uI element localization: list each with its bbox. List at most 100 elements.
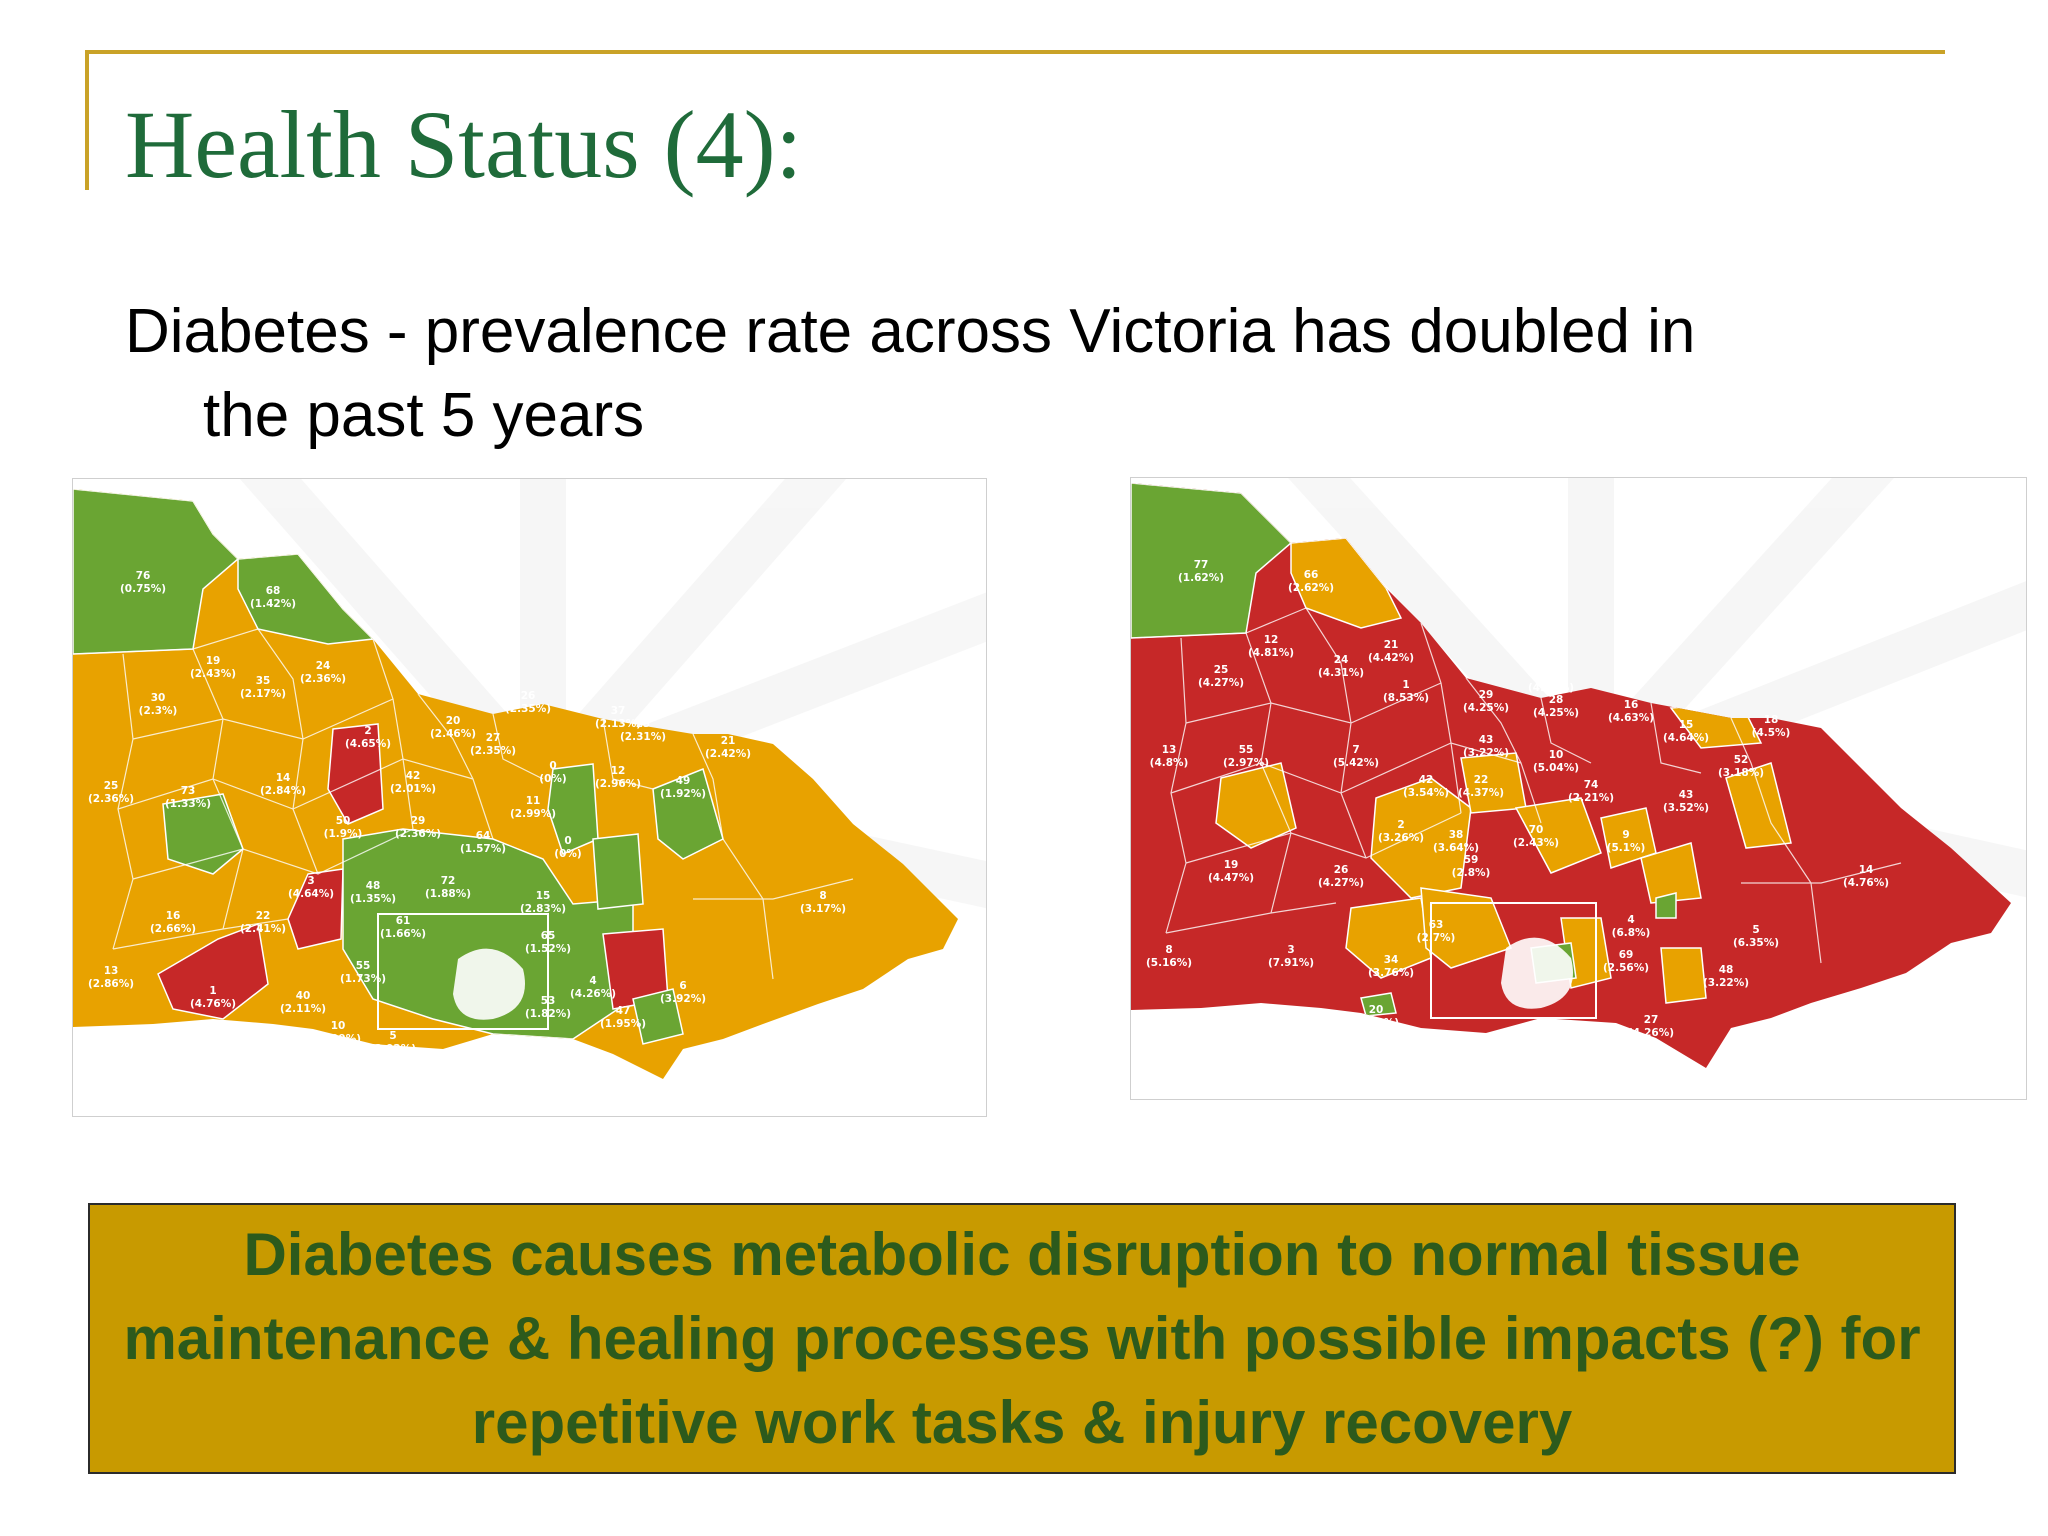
region-percent-label: (4.5%) <box>1752 727 1791 739</box>
region-percent-label: (3.22%) <box>1463 747 1509 759</box>
region-count-label: 22 <box>1474 774 1489 786</box>
region-count-label: 8 <box>819 890 826 902</box>
region-percent-label: (1.42%) <box>250 598 296 610</box>
region-percent-label: (2.17%) <box>240 688 286 700</box>
region-percent-label: (3.17%) <box>800 903 846 915</box>
region-count-label: 69 <box>1619 949 1634 961</box>
region-count-label: 16 <box>166 910 181 922</box>
map-victoria-diabetes-earlier: 76 (0.75%) 68 (1.42%) 19 (2.43%) 24 (2.36%) 30 (2… <box>72 478 987 1117</box>
region-count-label: 27 <box>1644 1014 1659 1026</box>
region-percent-label: (4.64%) <box>288 888 334 900</box>
region-percent-label: (2.99%) <box>510 808 556 820</box>
region-count-label: 35 <box>256 675 271 687</box>
region-percent-label: (3.54%) <box>1403 787 1449 799</box>
region-percent-label: (4.27%) <box>1198 677 1244 689</box>
region-count-label: 13 <box>1162 744 1177 756</box>
map-victoria-diabetes-recent: 77 (1.62%) 66 (2.62%) 12 (4.81%) 21 (4.42%) 24 (4… <box>1130 477 2027 1100</box>
region-percent-label: (2.96%) <box>595 778 641 790</box>
region-percent-label: (1.88%) <box>425 888 471 900</box>
region-count-label: 73 <box>181 785 196 797</box>
region-count-label: 2 <box>364 725 371 737</box>
region-percent-label: (5.16%) <box>1146 957 1192 969</box>
region-percent-label: (1.33%) <box>165 798 211 810</box>
region-percent-label: (4.26%) <box>570 988 616 1000</box>
region-count-label: 15 <box>536 890 551 902</box>
bullet-line-2: the past 5 years <box>203 381 645 450</box>
region-count-label: 47 <box>616 1005 631 1017</box>
region-percent-label: (2.35%) <box>505 703 551 715</box>
region-count-label: 31 <box>1544 669 1559 681</box>
region-percent-label: (3.22%) <box>1703 977 1749 989</box>
region-percent-label: (2.41%) <box>240 923 286 935</box>
region-count-label: 15 <box>1679 719 1694 731</box>
region-count-label: 4 <box>589 975 596 987</box>
title-rule-left <box>85 50 89 190</box>
region-count-label: 14 <box>1859 864 1874 876</box>
region-percent-label: (4.76%) <box>1843 877 1889 889</box>
region-count-label: 26 <box>1334 864 1349 876</box>
region-count-label: 21 <box>721 735 736 747</box>
region-percent-label: (3.26%) <box>1378 832 1424 844</box>
region-count-label: 70 <box>1529 824 1544 836</box>
region-count-label: 1 <box>209 985 216 997</box>
region-percent-label: (0%) <box>554 848 581 860</box>
region-count-label: 38 <box>1449 829 1464 841</box>
region-percent-label: (5.1%) <box>1607 842 1646 854</box>
region-percent-label: (2.11%) <box>280 1003 326 1015</box>
region-count-label: 28 <box>1549 694 1564 706</box>
region-count-label: 53 <box>541 995 556 1007</box>
region-count-label: 13 <box>104 965 119 977</box>
region-count-label: 40 <box>296 990 311 1002</box>
region-count-label: 16 <box>1624 699 1639 711</box>
region-percent-label: (2.46%) <box>430 728 476 740</box>
region-count-label: 1 <box>1402 679 1409 691</box>
slide-title: Health Status (4): <box>125 91 803 198</box>
region-percent-label: (1.9%) <box>324 828 363 840</box>
region-percent-label: (4.11%) <box>1528 682 1574 694</box>
region-count-label: 3 <box>1287 944 1294 956</box>
region-percent-label: (2.7%) <box>1417 932 1456 944</box>
region-count-label: 48 <box>366 880 381 892</box>
region-percent-label: (2.35%) <box>470 745 516 757</box>
region-percent-label: (2.43%) <box>1513 837 1559 849</box>
region-count-label: 24 <box>316 660 331 672</box>
region-count-label: 64 <box>476 830 491 842</box>
region-percent-label: (2.13%) <box>595 718 641 730</box>
region-percent-label: (1.92%) <box>660 788 706 800</box>
region-count-label: 61 <box>396 915 411 927</box>
region-count-label: 6 <box>679 980 686 992</box>
region-percent-label: (3.18%) <box>1718 767 1764 779</box>
region-percent-label: (2.43%) <box>190 668 236 680</box>
region-count-label: 18 <box>546 1045 561 1057</box>
region-count-label: 3 <box>307 875 314 887</box>
region-percent-label: (4.31%) <box>1318 667 1364 679</box>
region-percent-label: (4.63%) <box>1608 712 1654 724</box>
region-percent-label: (4.64%) <box>1663 732 1709 744</box>
region-percent-label: (2.62%) <box>1288 582 1334 594</box>
callout-box: Diabetes causes metabolic disruption to … <box>88 1203 1956 1474</box>
region-count-label: 19 <box>1224 859 1239 871</box>
region-percent-label: (1.95%) <box>600 1018 646 1030</box>
region-count-label: 66 <box>1304 569 1319 581</box>
region-count-label: 21 <box>1384 639 1399 651</box>
region-count-label: 25 <box>104 780 119 792</box>
region-percent-label: (4.76%) <box>190 998 236 1010</box>
region-percent-label: (7.91%) <box>1268 957 1314 969</box>
region-count-label: 24 <box>1334 654 1349 666</box>
region-count-label: 18 <box>1764 714 1779 726</box>
region-count-label: 11 <box>526 795 541 807</box>
region-count-label: 5 <box>389 1030 396 1042</box>
region-percent-label: (1.62%) <box>1178 572 1224 584</box>
region-percent-label: (0.75%) <box>120 583 166 595</box>
region-percent-label: (2.83%) <box>520 903 566 915</box>
region-count-label: 65 <box>541 930 556 942</box>
region-count-label: 0 <box>549 760 556 772</box>
region-count-label: 5 <box>1752 924 1759 936</box>
region-percent-label: (4.81%) <box>1248 647 1294 659</box>
region-percent-label: (6.8%) <box>1612 927 1651 939</box>
region-percent-label: (5.04%) <box>1533 762 1579 774</box>
region-percent-label: (2.42%) <box>705 748 751 760</box>
region-percent-label: (2.01%) <box>390 783 436 795</box>
region-count-label: 9 <box>1622 829 1629 841</box>
region-percent-label: (1.52%) <box>525 943 571 955</box>
